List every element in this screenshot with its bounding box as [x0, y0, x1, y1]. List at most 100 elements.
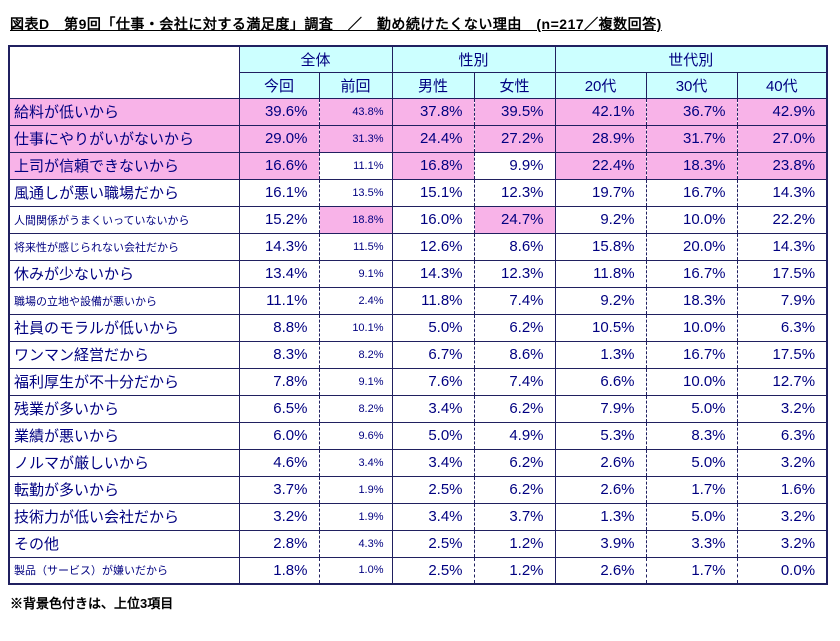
col-header-female: 女性 — [473, 71, 556, 98]
value-cell-前回: 1.0% — [318, 556, 393, 584]
value-cell-前回: 13.5% — [318, 178, 393, 206]
value-cell-20代: 2.6% — [554, 475, 647, 503]
value-cell-女性: 6.2% — [473, 475, 556, 503]
value-cell-20代: 22.4% — [554, 151, 647, 179]
value-cell-今回: 6.5% — [238, 394, 319, 422]
value-cell-40代: 22.2% — [736, 205, 828, 233]
value-cell-今回: 16.6% — [238, 151, 319, 179]
table-row: 人間関係がうまくいっていないから 15.2% 18.8% 16.0% 24.7% 9.2%… — [8, 205, 828, 233]
group-header-row: 全体 性別 世代別 — [8, 45, 828, 98]
value-cell-女性: 7.4% — [473, 286, 556, 314]
value-cell-30代: 3.3% — [645, 529, 738, 557]
value-cell-前回: 8.2% — [318, 340, 393, 368]
row-label: 上司が信頼できないから — [8, 151, 239, 179]
value-cell-女性: 3.7% — [473, 502, 556, 530]
value-cell-女性: 24.7% — [473, 205, 556, 233]
value-cell-40代: 12.7% — [736, 367, 828, 395]
value-cell-今回: 11.1% — [238, 286, 319, 314]
table-row: 職場の立地や設備が悪いから 11.1% 2.4% 11.8% 7.4% 9.2% 18.3%… — [8, 286, 828, 314]
table-row: 技術力が低い会社だから 3.2% 1.9% 3.4% 3.7% 1.3% 5.0% 3.2% — [8, 502, 828, 530]
value-cell-30代: 16.7% — [645, 259, 738, 287]
report-page: 図表D 第9回「仕事・会社に対する満足度」調査 ／ 勤め続けたくない理由 (n=… — [8, 16, 829, 611]
value-cell-40代: 0.0% — [736, 556, 828, 584]
value-cell-女性: 27.2% — [473, 124, 556, 152]
value-cell-20代: 2.6% — [554, 556, 647, 584]
value-cell-20代: 5.3% — [554, 421, 647, 449]
value-cell-40代: 14.3% — [736, 178, 828, 206]
value-cell-20代: 9.2% — [554, 286, 647, 314]
value-cell-女性: 4.9% — [473, 421, 556, 449]
table-row: 給料が低いから 39.6% 43.8% 37.8% 39.5% 42.1% 36.7% 42.… — [8, 97, 828, 125]
value-cell-男性: 2.5% — [391, 475, 475, 503]
value-cell-男性: 2.5% — [391, 556, 475, 584]
value-cell-前回: 1.9% — [318, 475, 393, 503]
value-cell-30代: 1.7% — [645, 475, 738, 503]
value-cell-今回: 8.8% — [238, 313, 319, 341]
row-label: 職場の立地や設備が悪いから — [8, 286, 239, 314]
footnote: ※背景色付きは、上位3項目 — [10, 596, 174, 611]
row-label: 業績が悪いから — [8, 421, 239, 449]
value-cell-30代: 10.0% — [645, 367, 738, 395]
table-body: 給料が低いから 39.6% 43.8% 37.8% 39.5% 42.1% 36.7% 42.… — [8, 97, 828, 584]
value-cell-前回: 8.2% — [318, 394, 393, 422]
value-cell-前回: 2.4% — [318, 286, 393, 314]
value-cell-女性: 9.9% — [473, 151, 556, 179]
value-cell-今回: 13.4% — [238, 259, 319, 287]
table-row: 製品（サービス）が嫌いだから 1.8% 1.0% 2.5% 1.2% 2.6% 1.7% 0.… — [8, 556, 828, 584]
value-cell-今回: 1.8% — [238, 556, 319, 584]
value-cell-40代: 14.3% — [736, 232, 828, 260]
value-cell-40代: 3.2% — [736, 394, 828, 422]
value-cell-男性: 6.7% — [391, 340, 475, 368]
row-label: 社員のモラルが低いから — [8, 313, 239, 341]
value-cell-今回: 16.1% — [238, 178, 319, 206]
value-cell-前回: 9.1% — [318, 259, 393, 287]
value-cell-女性: 7.4% — [473, 367, 556, 395]
value-cell-前回: 3.4% — [318, 448, 393, 476]
row-label: ノルマが厳しいから — [8, 448, 239, 476]
table-row: 社員のモラルが低いから 8.8% 10.1% 5.0% 6.2% 10.5% 10.0% 6.… — [8, 313, 828, 341]
value-cell-20代: 42.1% — [554, 97, 647, 125]
table-row: 上司が信頼できないから 16.6% 11.1% 16.8% 9.9% 22.4% 18.3%… — [8, 151, 828, 179]
row-label: その他 — [8, 529, 239, 557]
value-cell-40代: 42.9% — [736, 97, 828, 125]
value-cell-40代: 6.3% — [736, 421, 828, 449]
value-cell-男性: 2.5% — [391, 529, 475, 557]
column-header-row: 今回 前回 男性 女性 20代 30代 40代 — [9, 71, 828, 98]
value-cell-20代: 9.2% — [554, 205, 647, 233]
row-label: 技術力が低い会社だから — [8, 502, 239, 530]
value-cell-男性: 16.0% — [391, 205, 475, 233]
table-row: ノルマが厳しいから 4.6% 3.4% 3.4% 6.2% 2.6% 5.0% 3.2% — [8, 448, 828, 476]
value-cell-30代: 1.7% — [645, 556, 738, 584]
value-cell-前回: 4.3% — [318, 529, 393, 557]
value-cell-男性: 11.8% — [391, 286, 475, 314]
value-cell-20代: 11.8% — [554, 259, 647, 287]
value-cell-男性: 3.4% — [391, 394, 475, 422]
col-header-konkai: 今回 — [238, 71, 319, 98]
value-cell-20代: 1.3% — [554, 502, 647, 530]
value-cell-30代: 16.7% — [645, 178, 738, 206]
row-label: 休みが少ないから — [8, 259, 239, 287]
value-cell-男性: 37.8% — [391, 97, 475, 125]
value-cell-30代: 8.3% — [645, 421, 738, 449]
value-cell-20代: 15.8% — [554, 232, 647, 260]
col-header-30s: 30代 — [645, 71, 738, 98]
corner-cell — [8, 45, 239, 98]
value-cell-30代: 16.7% — [645, 340, 738, 368]
table-row: 福利厚生が不十分だから 7.8% 9.1% 7.6% 7.4% 6.6% 10.0% 12.7… — [8, 367, 828, 395]
value-cell-今回: 3.2% — [238, 502, 319, 530]
value-cell-前回: 9.6% — [318, 421, 393, 449]
table-row: 風通しが悪い職場だから 16.1% 13.5% 15.1% 12.3% 19.7% 16.7… — [8, 178, 828, 206]
value-cell-男性: 15.1% — [391, 178, 475, 206]
value-cell-40代: 1.6% — [736, 475, 828, 503]
value-cell-男性: 7.6% — [391, 367, 475, 395]
page-title: 図表D 第9回「仕事・会社に対する満足度」調査 ／ 勤め続けたくない理由 (n=… — [10, 16, 662, 32]
table-row: 将来性が感じられない会社だから 14.3% 11.5% 12.6% 8.6% 15.8% 2… — [8, 232, 828, 260]
value-cell-20代: 10.5% — [554, 313, 647, 341]
value-cell-前回: 11.1% — [318, 151, 393, 179]
value-cell-女性: 6.2% — [473, 313, 556, 341]
value-cell-男性: 5.0% — [391, 313, 475, 341]
value-cell-30代: 5.0% — [645, 502, 738, 530]
value-cell-今回: 2.8% — [238, 529, 319, 557]
group-header-generation: 世代別 — [554, 45, 828, 72]
value-cell-女性: 8.6% — [473, 232, 556, 260]
